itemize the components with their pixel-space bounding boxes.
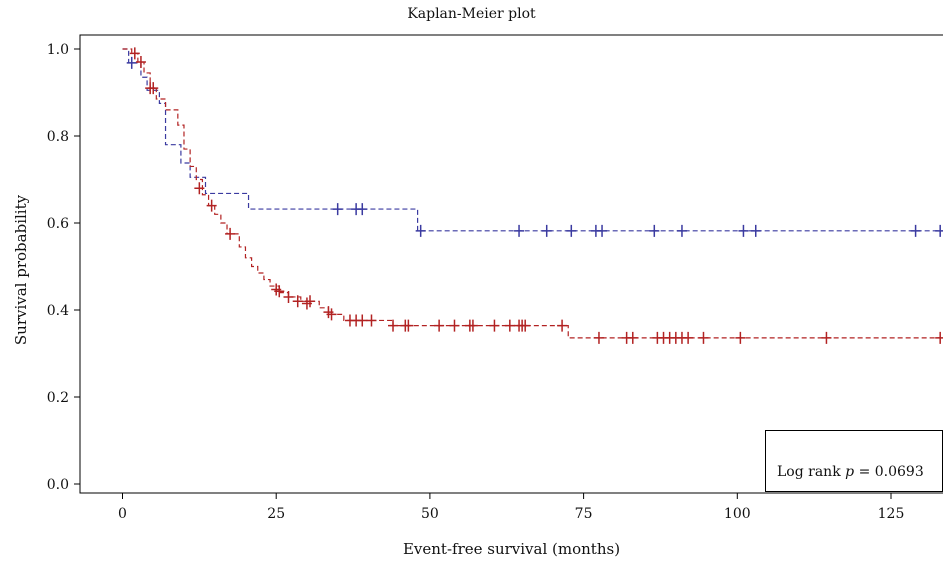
x-tick-label: 25 <box>267 506 285 522</box>
censor-mark <box>750 224 761 237</box>
axes: 0 25 50 75 100 125 0.0 0.2 0.4 0.6 0.8 1.0 <box>47 34 943 522</box>
censor-mark <box>683 331 694 344</box>
log-rank-annotation-box: Log rank p = 0.0693 <box>765 430 943 492</box>
censor-mark <box>504 319 515 332</box>
p-symbol: p <box>845 464 855 480</box>
censor-mark <box>821 331 832 344</box>
censor-mark <box>541 224 552 237</box>
censor-mark <box>676 224 687 237</box>
censor-mark <box>225 227 236 240</box>
censor-mark <box>449 319 460 332</box>
log-rank-prefix: Log rank <box>777 464 841 480</box>
censor-mark <box>135 56 146 69</box>
censor-mark <box>935 224 943 237</box>
y-tick-label: 0.8 <box>47 129 69 145</box>
censor-mark <box>520 319 531 332</box>
censor-mark <box>332 203 343 216</box>
censor-mark <box>514 224 525 237</box>
censor-mark <box>274 285 285 298</box>
y-tick-label: 0.4 <box>47 303 69 319</box>
censor-mark <box>292 295 303 308</box>
survival-curves <box>122 47 943 344</box>
censor-mark <box>194 182 205 195</box>
censor-mark <box>597 224 608 237</box>
censor-mark <box>467 319 478 332</box>
x-axis-label: Event-free survival (months) <box>402 540 621 558</box>
censor-mark <box>326 308 337 321</box>
x-tick-label: 75 <box>575 506 593 522</box>
series-1 <box>122 48 943 237</box>
censor-mark <box>738 224 749 237</box>
y-tick-label: 0.6 <box>47 216 69 232</box>
censor-mark <box>366 314 377 327</box>
censor-mark <box>283 290 294 303</box>
censor-mark <box>357 203 368 216</box>
censor-mark <box>735 331 746 344</box>
x-tick-label: 50 <box>421 506 439 522</box>
censor-mark <box>388 319 399 332</box>
plot-frame <box>79 34 943 494</box>
censor-mark <box>649 224 660 237</box>
censor-mark <box>557 319 568 332</box>
x-tick-label: 100 <box>724 506 751 522</box>
censor-mark <box>415 224 426 237</box>
y-tick-label: 1.0 <box>47 42 69 58</box>
censor-mark <box>593 331 604 344</box>
censor-mark <box>357 314 368 327</box>
censor-mark <box>566 224 577 237</box>
censor-mark <box>627 331 638 344</box>
x-tick-label: 125 <box>878 506 905 522</box>
censor-mark <box>489 319 500 332</box>
series-2 <box>122 47 943 344</box>
censor-mark <box>434 319 445 332</box>
survival-curve-1 <box>122 48 941 232</box>
log-rank-text: Log rank p = 0.0693 <box>777 464 924 480</box>
p-value: = 0.0693 <box>858 464 924 480</box>
y-tick-label: 0.2 <box>47 390 69 406</box>
censor-mark <box>129 47 140 60</box>
censor-mark <box>206 199 217 212</box>
censor-mark <box>148 82 159 95</box>
y-tick-label: 0.0 <box>47 477 69 493</box>
censor-mark <box>305 295 316 308</box>
censor-mark <box>935 331 943 344</box>
chart-title: Kaplan-Meier plot <box>407 6 536 22</box>
x-tick-label: 0 <box>118 506 127 522</box>
censor-mark <box>126 56 137 69</box>
censor-mark <box>403 319 414 332</box>
censor-mark <box>698 331 709 344</box>
survival-curve-2 <box>122 48 941 339</box>
censor-mark <box>910 224 921 237</box>
y-axis-label: Survival probability <box>12 194 30 346</box>
